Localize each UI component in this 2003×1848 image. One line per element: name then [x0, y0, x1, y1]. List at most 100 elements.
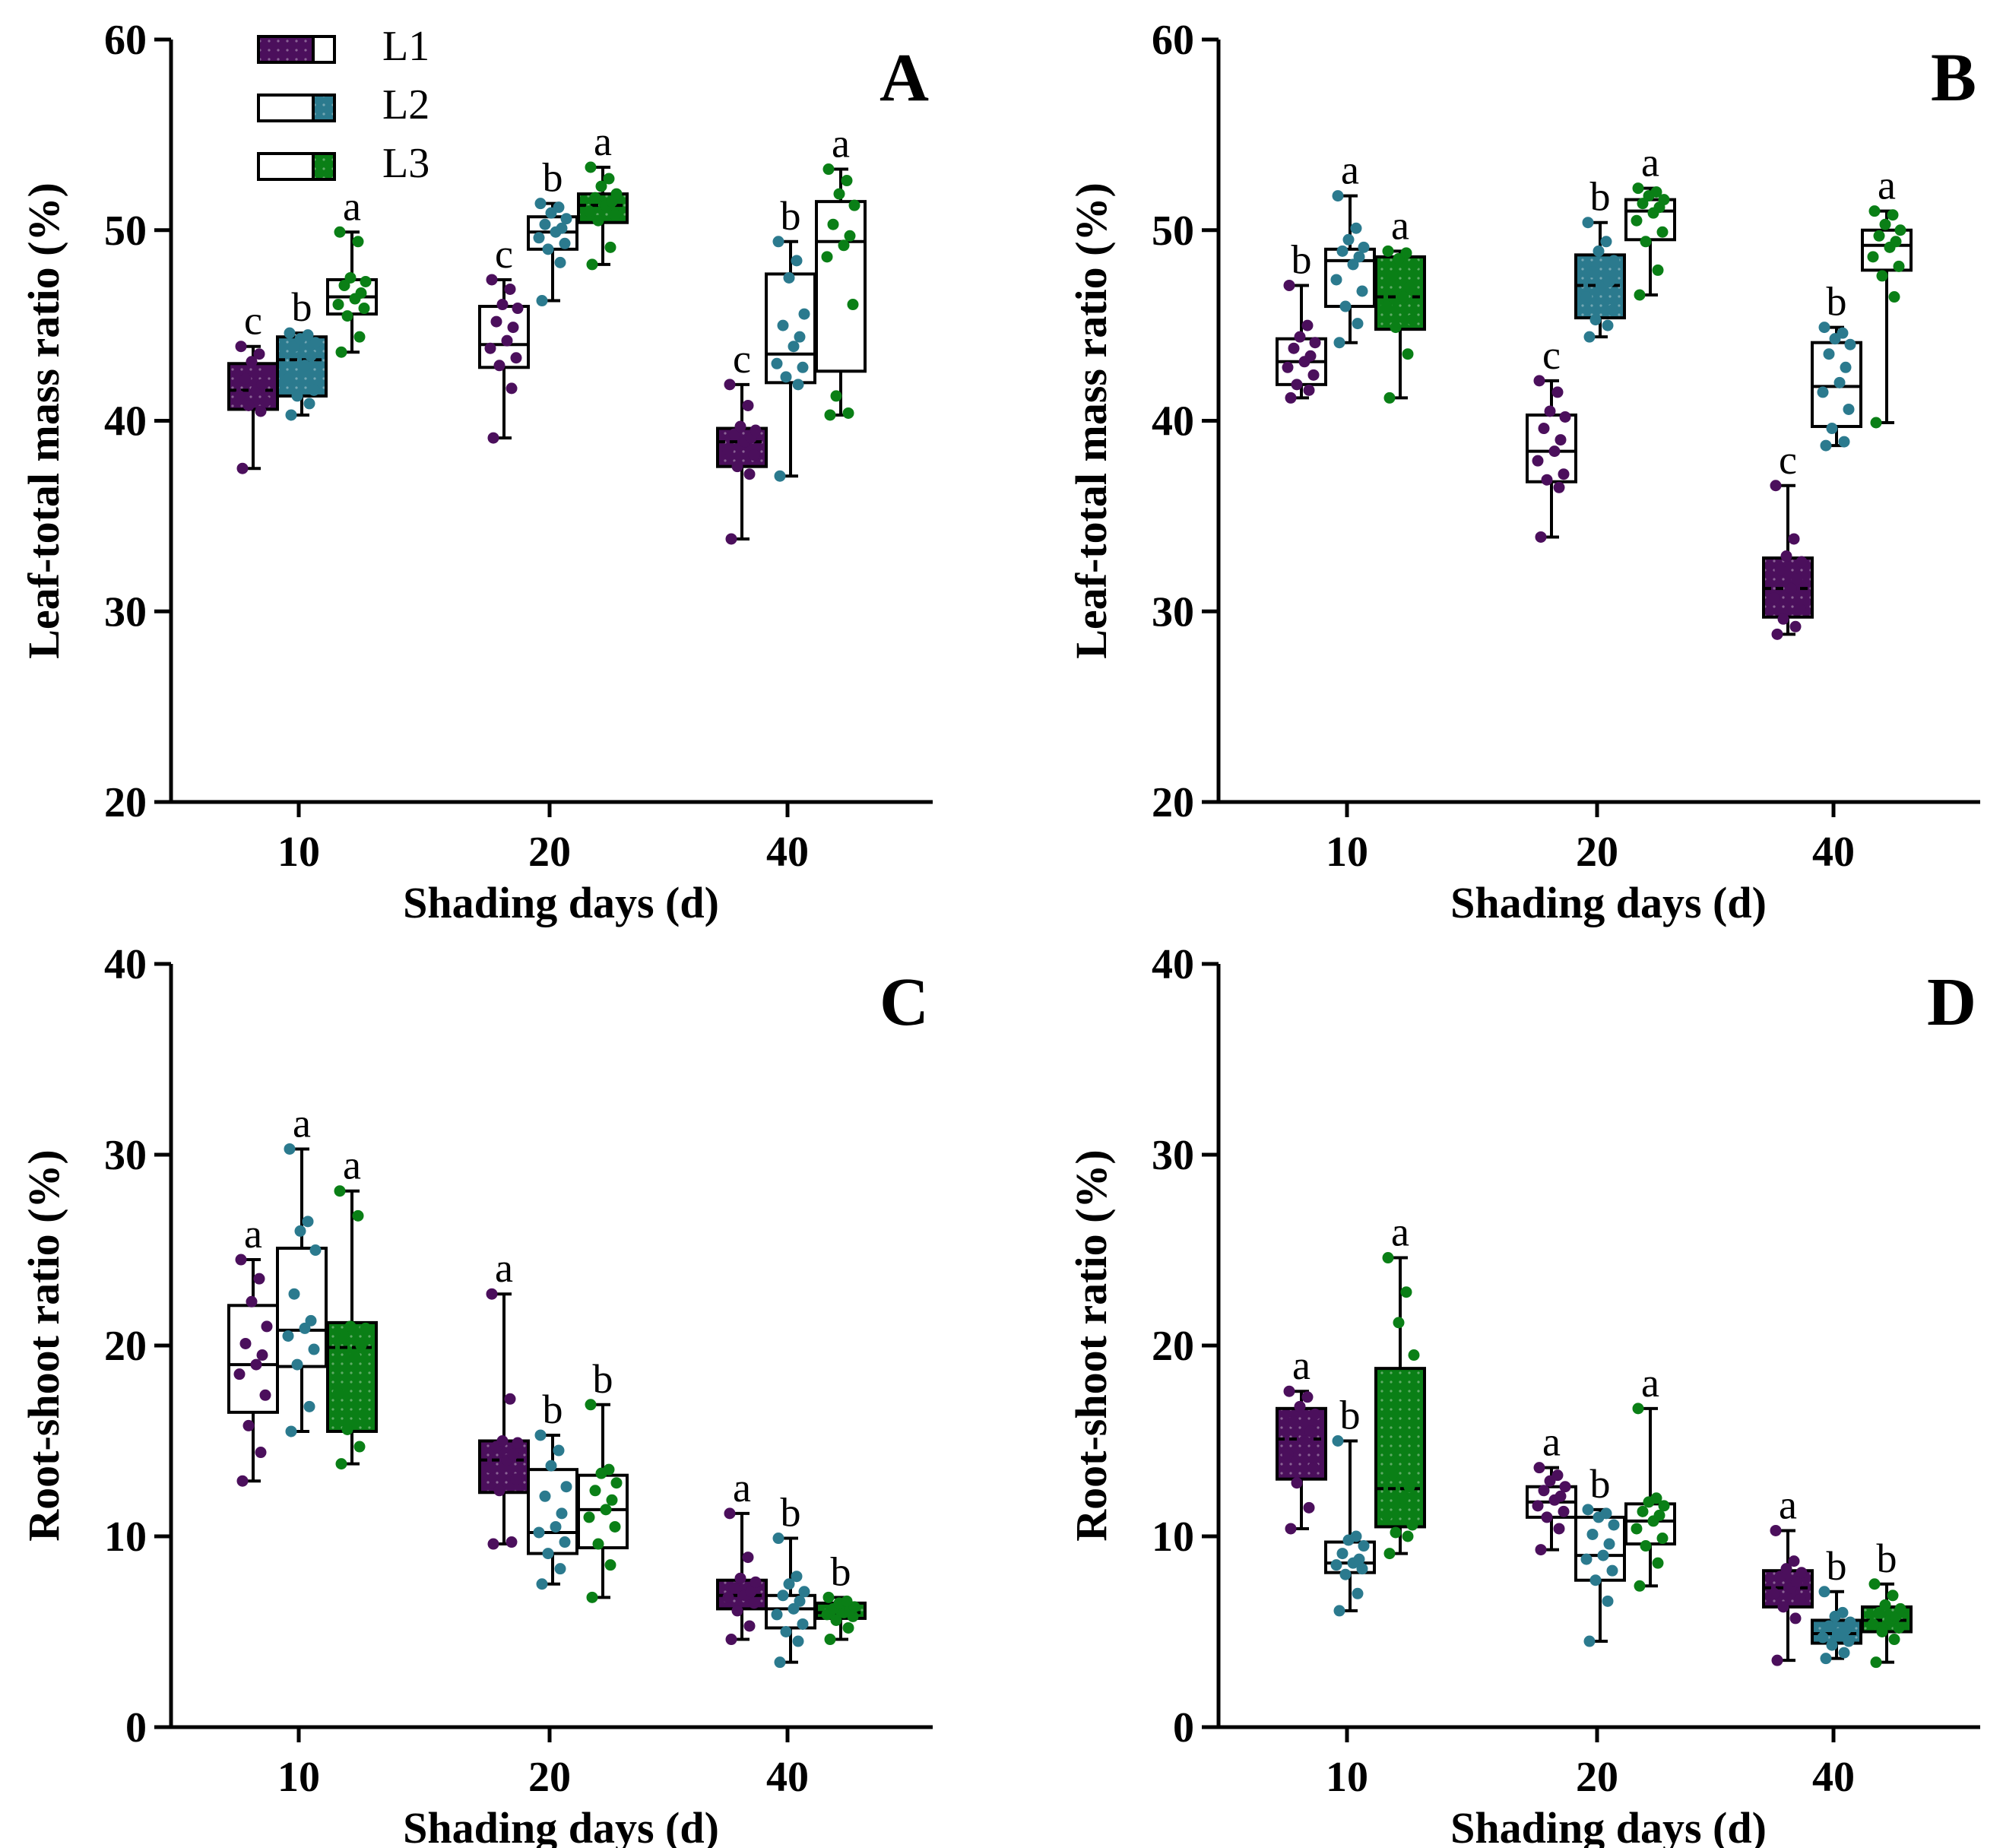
data-point: [1780, 550, 1792, 563]
data-point: [1303, 384, 1315, 396]
data-point: [242, 399, 255, 411]
data-point: [493, 1485, 506, 1497]
data-point: [1406, 1519, 1418, 1531]
data-point: [341, 310, 353, 322]
data-point: [496, 299, 509, 311]
data-point: [1307, 1462, 1320, 1474]
data-point: [1580, 1553, 1593, 1565]
data-point: [610, 1477, 623, 1489]
data-point: [554, 256, 566, 268]
significance-letter: a: [832, 121, 850, 166]
data-point: [259, 1389, 271, 1401]
data-point: [722, 443, 734, 455]
box-l1-10: c: [227, 298, 279, 474]
data-point: [533, 232, 545, 244]
box-l2-10: a: [276, 1100, 328, 1438]
data-point: [1770, 480, 1782, 492]
data-point: [1777, 613, 1789, 625]
data-point: [592, 214, 604, 227]
box-l2-10: a: [1324, 147, 1376, 349]
data-point: [542, 1548, 554, 1560]
x-axis-title: Shading days (d): [1450, 1803, 1767, 1848]
data-point: [360, 275, 372, 287]
data-point: [553, 1444, 565, 1457]
data-point: [235, 341, 247, 353]
data-point: [783, 271, 795, 284]
data-point: [842, 407, 854, 419]
data-point: [1785, 582, 1797, 594]
box-l2-20: b: [527, 155, 578, 307]
data-point: [1888, 291, 1900, 303]
data-point: [1402, 348, 1414, 360]
data-point: [550, 1520, 562, 1533]
panel-label: B: [1931, 40, 1976, 116]
data-point: [724, 1507, 736, 1520]
data-point: [1870, 417, 1882, 429]
data-point: [487, 1538, 499, 1550]
x-tick-label: 20: [1576, 829, 1618, 876]
data-point: [1294, 1400, 1306, 1412]
y-tick-label: 30: [1152, 588, 1194, 636]
data-point: [1397, 291, 1409, 303]
significance-letter: a: [1391, 202, 1409, 248]
data-point: [1650, 186, 1662, 198]
data-point: [1558, 468, 1570, 480]
data-point: [1893, 260, 1905, 272]
box-l1-40: c: [1762, 437, 1814, 640]
data-point: [504, 283, 516, 295]
data-point: [1304, 350, 1317, 362]
data-point: [603, 173, 615, 185]
data-point: [1894, 1602, 1906, 1615]
significance-letter: a: [495, 1245, 513, 1291]
data-point: [1791, 573, 1803, 585]
data-point: [560, 1481, 572, 1493]
data-point: [335, 346, 347, 358]
data-point: [536, 1578, 548, 1590]
legend-label: L1: [382, 23, 429, 70]
data-point: [1582, 217, 1594, 229]
box-l2-10: b: [1324, 1393, 1376, 1617]
data-point: [788, 341, 800, 353]
x-tick-label: 40: [766, 1754, 809, 1801]
x-tick-label: 40: [1812, 1754, 1855, 1801]
legend-item-l3: L3: [257, 140, 429, 187]
data-point: [774, 470, 786, 482]
significance-letter: a: [1391, 1209, 1409, 1255]
data-point: [1788, 533, 1800, 545]
data-point: [1356, 285, 1368, 297]
data-point: [284, 1143, 296, 1155]
data-point: [1631, 214, 1643, 227]
data-point: [349, 1351, 361, 1363]
data-point: [586, 1591, 598, 1603]
data-point: [507, 1448, 519, 1460]
box: [1374, 1367, 1426, 1529]
significance-letter: b: [1827, 1543, 1847, 1589]
data-point: [1387, 1467, 1399, 1479]
data-point: [1658, 194, 1670, 206]
y-axis-title: Root-shoot ratio (%): [1066, 1149, 1116, 1541]
significance-letter: c: [495, 231, 513, 277]
data-point: [1282, 1448, 1294, 1460]
data-point: [830, 390, 842, 402]
data-point: [1600, 1507, 1612, 1520]
data-point: [512, 303, 524, 315]
data-point: [309, 337, 322, 349]
data-point: [798, 1586, 810, 1598]
data-point: [771, 1609, 783, 1621]
data-point: [1382, 245, 1394, 257]
box-l3-10: a: [1374, 1209, 1426, 1560]
data-point: [510, 1473, 522, 1485]
data-point: [484, 1462, 496, 1474]
data-point: [841, 175, 853, 187]
box-l3-40: b: [1861, 1536, 1913, 1669]
significance-letter: b: [1590, 1461, 1611, 1507]
data-point: [1876, 1626, 1888, 1637]
data-point: [1352, 1587, 1364, 1599]
data-point: [1353, 251, 1365, 263]
data-point: [734, 1572, 746, 1584]
data-point: [586, 258, 598, 271]
data-point: [233, 1368, 246, 1380]
data-point: [1352, 318, 1364, 330]
data-point: [1555, 1490, 1567, 1502]
